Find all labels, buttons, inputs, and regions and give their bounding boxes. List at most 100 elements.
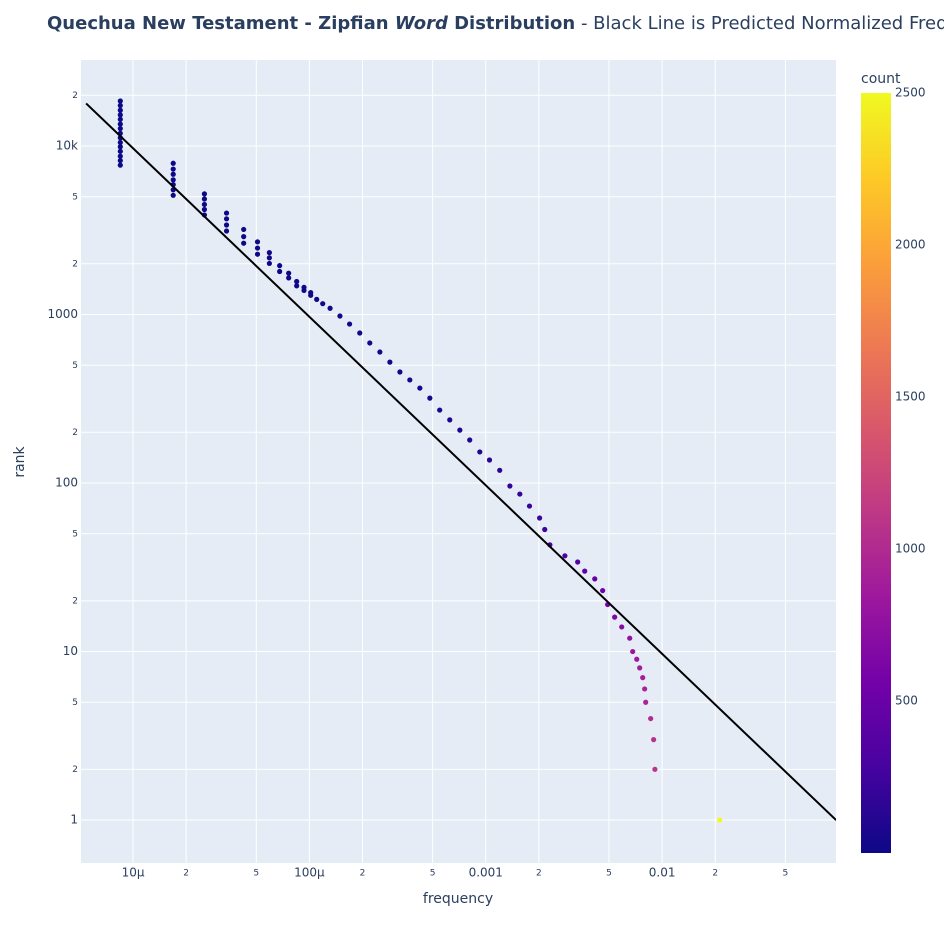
x-tick-label: 2 (183, 869, 189, 879)
point (648, 715, 654, 722)
point (117, 102, 123, 109)
point (517, 491, 523, 497)
x-axis-title: frequency (423, 891, 493, 907)
point (117, 116, 123, 122)
colorbar-tick-label: 2000 (895, 238, 926, 252)
point (467, 437, 473, 443)
labels: 10μ 2 5 100μ 2 5 0.001 2 5 0.01 2 5 1 2 5 10 2 5 100 2 5 1000… (47, 86, 925, 880)
y-tick-label: 10k (56, 139, 78, 153)
point (117, 144, 123, 150)
point (117, 153, 123, 159)
y-tick-label: 5 (72, 529, 78, 539)
point (277, 263, 283, 269)
point (286, 270, 292, 276)
point (592, 576, 598, 582)
point (201, 206, 208, 213)
point (254, 239, 261, 245)
x-tick-label: 5 (783, 869, 789, 879)
point (327, 305, 333, 311)
point (337, 313, 343, 319)
point (266, 255, 272, 261)
point (170, 171, 176, 177)
point (241, 234, 247, 240)
y-tick-label: 2 (72, 428, 78, 438)
point (314, 296, 320, 302)
point (266, 250, 272, 256)
point (301, 284, 307, 290)
y-tick-label: 2 (72, 765, 78, 775)
marks (85, 98, 836, 823)
point (642, 686, 648, 692)
colorbar-tick-label: 2500 (895, 86, 926, 100)
colorbar (861, 93, 891, 853)
plot-background (81, 60, 836, 863)
grid (81, 60, 836, 863)
point (457, 427, 463, 433)
point (277, 268, 283, 275)
x-tick-label: 2 (712, 869, 718, 879)
point (357, 330, 363, 336)
point (651, 737, 657, 743)
chart-subtitle: - Black Line is Predicted Normalized Fre… (575, 13, 944, 34)
point (254, 251, 261, 257)
point (600, 587, 606, 594)
point (437, 407, 443, 413)
colorbar-title: count (861, 71, 901, 87)
point (634, 656, 640, 662)
title-part: Quechua New Testament - Zipfian (47, 13, 395, 34)
y-tick-label: 1000 (47, 307, 78, 321)
point (397, 369, 403, 375)
point (308, 289, 314, 296)
point (117, 98, 123, 104)
point (582, 568, 588, 574)
y-tick-label: 2 (72, 259, 78, 269)
y-axis-title: rank (12, 445, 28, 477)
point (170, 160, 176, 166)
point (643, 699, 649, 705)
fit-line (85, 102, 836, 821)
x-tick-label: 100μ (294, 866, 325, 880)
point (367, 340, 373, 346)
y-tick-label: 1 (70, 813, 78, 827)
point (377, 349, 383, 355)
point (497, 467, 503, 473)
x-tick-label: 0.01 (649, 866, 676, 880)
x-tick-label: 5 (606, 869, 612, 879)
point (201, 201, 208, 208)
y-tick-label: 2 (72, 596, 78, 606)
point (223, 216, 230, 222)
point (201, 191, 208, 197)
y-tick-label: 5 (72, 192, 78, 202)
point (652, 766, 658, 772)
point (241, 240, 247, 246)
point (117, 121, 123, 127)
point (507, 483, 513, 489)
point (294, 278, 300, 285)
point (254, 245, 261, 251)
point (387, 359, 393, 365)
x-tick-label: 5 (253, 869, 259, 879)
point (117, 125, 123, 132)
point (223, 228, 230, 234)
point (562, 553, 568, 559)
x-tick-label: 2 (360, 869, 366, 879)
point (407, 377, 413, 383)
point (117, 157, 123, 164)
point (320, 301, 326, 307)
point (612, 614, 618, 620)
point (717, 817, 723, 823)
point (294, 283, 300, 289)
point (627, 635, 633, 641)
chart-title: Quechua New Testament - Zipfian Word Dis… (47, 13, 944, 34)
point (447, 417, 453, 423)
x-tick-label: 10μ (122, 866, 145, 880)
y-tick-label: 100 (55, 476, 78, 490)
y-tick-label: 2 (72, 91, 78, 101)
point (117, 139, 123, 146)
point (417, 385, 423, 391)
colorbar-tick-label: 1000 (895, 542, 926, 556)
point (241, 226, 247, 233)
colorbar-tick-label: 1500 (895, 390, 926, 404)
point (630, 648, 636, 655)
